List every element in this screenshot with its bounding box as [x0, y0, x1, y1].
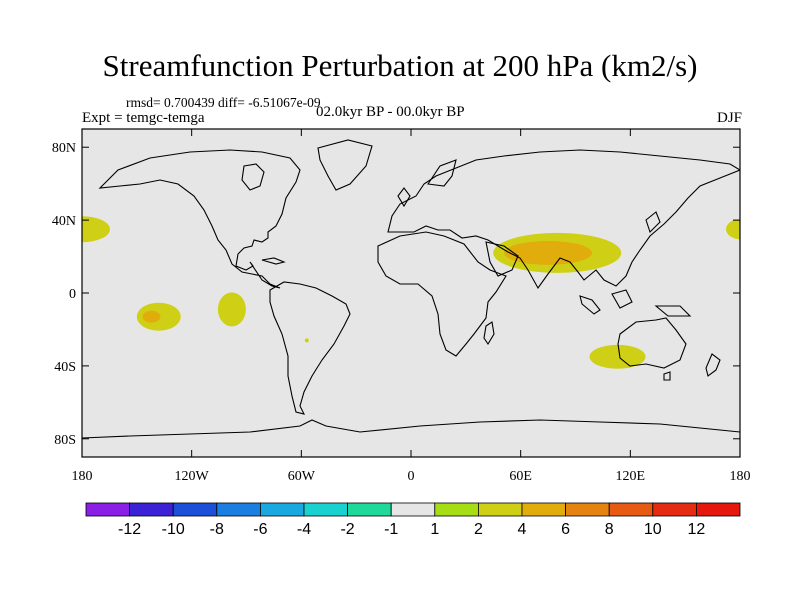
y-tick-label: 80N	[52, 141, 76, 156]
anomaly-south-america-positive	[304, 338, 309, 343]
anomaly-layer	[82, 215, 740, 369]
anomaly-indian-ocean-negative	[485, 321, 538, 338]
y-tick-label: 40N	[52, 214, 76, 229]
anomaly-tropical-pacific-negative	[167, 272, 216, 299]
x-tick-label: 60E	[509, 469, 532, 484]
coast-borneo	[611, 289, 633, 309]
chart-title: Streamfunction Perturbation at 200 hPa (…	[102, 48, 698, 83]
colorbar-swatch	[521, 502, 566, 517]
coastlines	[82, 139, 740, 439]
colorbar-label: 12	[688, 521, 706, 538]
colorbar-swatch	[434, 502, 479, 517]
colorbar-label: 8	[605, 521, 614, 538]
anomaly-north-pacific-east-positive	[726, 219, 740, 240]
anomaly-central-atlantic-negative	[324, 235, 351, 248]
colorbar-swatch	[696, 502, 741, 517]
x-tick-label: 180	[72, 469, 93, 484]
y-tick-label: 0	[69, 287, 76, 302]
experiment-label: Expt = temgc-temga	[82, 110, 205, 126]
colorbar-swatch	[172, 502, 218, 517]
anomaly-australia-positive	[589, 344, 646, 369]
anomaly-south-pacific-core	[142, 310, 161, 323]
colorbar-label: -8	[210, 521, 224, 538]
anomaly-south-pacific-negative	[153, 348, 176, 359]
coast-britain	[397, 187, 411, 208]
y-tick-label: 80S	[54, 433, 76, 448]
coast-africa	[377, 231, 507, 357]
coast-greenland	[317, 139, 373, 191]
coast-scandinavia	[427, 159, 457, 187]
colorbar-swatch	[129, 502, 174, 517]
coast-japan	[645, 211, 661, 234]
colorbar-swatch	[652, 502, 697, 517]
coast-antarctica	[82, 419, 740, 439]
x-tick-label: 180	[730, 469, 751, 484]
colorbar-label: 4	[518, 521, 527, 538]
colorbar-label: -12	[118, 521, 141, 538]
colorbar-label: -6	[253, 521, 267, 538]
coast-cuba	[261, 257, 286, 265]
colorbar-label: 2	[474, 521, 483, 538]
coast-sumatra	[579, 295, 601, 315]
axes: 180 120W 60W 0 60E 120E 180 80N 40N 0 40S 80S	[52, 129, 751, 484]
period-label: 02.0kyr BP - 00.0kyr BP	[316, 104, 465, 120]
x-tick-label: 60W	[288, 469, 316, 484]
colorbar-label: -4	[297, 521, 311, 538]
colorbar-label: 10	[644, 521, 662, 538]
rmsd-stats: rmsd= 0.700439 diff= -6.51067e-09	[126, 95, 321, 110]
coast-australia	[617, 317, 687, 369]
anomaly-pacific-tropical-negative	[99, 255, 156, 276]
anomaly-north-pacific-negative	[135, 215, 176, 240]
colorbar-swatch	[216, 502, 261, 517]
colorbar-label: 6	[561, 521, 570, 538]
colorbar-swatch	[303, 502, 348, 517]
colorbar-swatch	[390, 502, 436, 517]
x-tick-label: 0	[408, 469, 415, 484]
coast-eurasia	[387, 149, 740, 290]
colorbar-label: -10	[162, 521, 185, 538]
coast-south-america	[269, 281, 351, 415]
x-tick-label: 120E	[616, 469, 646, 484]
x-tick-label: 120W	[175, 469, 210, 484]
colorbar-swatch	[477, 502, 523, 517]
coast-hudson-bay	[241, 163, 265, 191]
anomaly-north-pacific-west-positive	[82, 216, 110, 243]
coast-tasmania	[663, 371, 671, 381]
colorbar: -12 -10 -8 -6 -4 -2 -1 1 2 4 6 8 10 12	[85, 502, 741, 538]
anomaly-north-africa-negative	[423, 237, 436, 246]
colorbar-swatch	[608, 502, 654, 517]
coast-new-zealand	[705, 353, 721, 377]
y-tick-label: 40S	[54, 360, 76, 375]
colorbar-swatch	[565, 502, 610, 517]
anomaly-north-america-negative	[222, 228, 271, 249]
colorbar-swatch	[259, 502, 305, 517]
colorbar-swatch	[85, 502, 130, 517]
coast-north-america	[98, 149, 301, 289]
anomaly-northwest-pacific-negative	[640, 241, 693, 272]
colorbar-label: -1	[384, 521, 398, 538]
colorbar-label: 1	[430, 521, 439, 538]
anomaly-east-pacific-positive	[217, 292, 246, 327]
colorbar-label: -2	[340, 521, 354, 538]
anomaly-india-asia-core	[504, 240, 593, 265]
colorbar-swatch	[347, 502, 392, 517]
coast-madagascar	[483, 321, 495, 346]
coast-new-guinea	[654, 305, 692, 317]
coast-arabia	[485, 241, 519, 277]
season-label: DJF	[716, 110, 742, 126]
